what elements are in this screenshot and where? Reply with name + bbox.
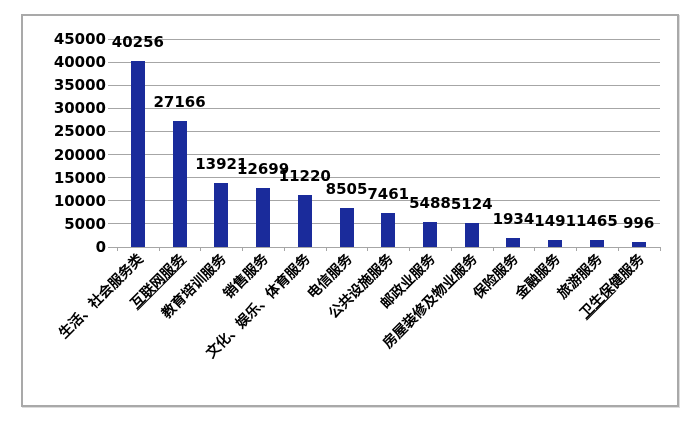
x-axis-tick xyxy=(158,247,160,251)
value-label: 27166 xyxy=(153,93,206,112)
bar xyxy=(548,240,563,247)
value-label: 5124 xyxy=(450,195,493,214)
value-label: 11220 xyxy=(278,167,331,186)
x-axis-tick xyxy=(576,247,578,251)
y-axis-label: 25000 xyxy=(53,122,106,141)
bar xyxy=(631,242,646,247)
x-axis-tick xyxy=(450,247,452,251)
value-label: 7461 xyxy=(367,184,410,203)
gridline xyxy=(117,154,660,156)
value-label: 996 xyxy=(622,214,655,233)
bar xyxy=(464,223,479,247)
x-axis-tick xyxy=(117,247,118,251)
category-label: 保险服务 xyxy=(471,251,523,303)
bar xyxy=(297,195,312,247)
y-axis-label: 15000 xyxy=(53,168,106,187)
gridline xyxy=(117,177,660,179)
x-axis-tick xyxy=(367,247,369,251)
y-axis-label: 45000 xyxy=(53,30,106,48)
y-axis-tick xyxy=(108,107,117,109)
value-label: 5488 xyxy=(409,193,451,212)
y-axis-label: 40000 xyxy=(53,53,106,72)
x-axis-tick xyxy=(617,247,619,251)
y-axis-tick xyxy=(108,38,117,40)
y-axis-tick xyxy=(108,84,117,86)
y-axis-tick xyxy=(108,200,117,202)
bar xyxy=(339,207,354,247)
y-axis-label: 10000 xyxy=(53,191,106,210)
x-axis-tick xyxy=(492,247,494,251)
y-axis-label: 5000 xyxy=(64,214,106,233)
y-axis-tick xyxy=(108,61,117,63)
gridline xyxy=(117,246,660,248)
value-label: 1934 xyxy=(492,210,535,229)
x-axis-tick xyxy=(242,247,244,251)
bar xyxy=(130,60,145,247)
gridline xyxy=(117,84,660,86)
y-axis-label: 30000 xyxy=(53,99,106,118)
bar xyxy=(172,121,187,247)
y-axis-tick xyxy=(108,246,117,248)
x-axis-tick xyxy=(283,247,285,251)
y-axis-tick xyxy=(108,177,117,179)
gridline xyxy=(117,200,660,202)
bar xyxy=(589,240,604,247)
x-axis-tick xyxy=(200,247,202,251)
bar xyxy=(256,188,271,247)
x-axis-tick xyxy=(659,247,661,251)
y-axis-label: 0 xyxy=(95,238,106,256)
gridline xyxy=(117,61,660,63)
y-axis-tick xyxy=(108,154,117,156)
bar xyxy=(381,212,396,247)
value-label: 1491 xyxy=(534,212,577,231)
value-label: 12699 xyxy=(236,160,290,179)
value-label: 8505 xyxy=(325,179,368,198)
y-axis-tick xyxy=(108,130,117,132)
value-label: 1465 xyxy=(576,212,618,231)
value-label: 40256 xyxy=(111,32,164,51)
category-label: 金融服务 xyxy=(512,251,564,303)
y-axis-label: 35000 xyxy=(53,76,106,95)
category-label-underlined-part: 卫生保 xyxy=(576,280,618,323)
x-axis-tick xyxy=(534,247,536,251)
value-label: 13921 xyxy=(195,154,248,173)
bar xyxy=(422,221,437,247)
bar xyxy=(506,238,521,247)
x-axis-tick xyxy=(325,247,327,251)
y-axis-label: 20000 xyxy=(53,145,106,164)
y-axis-tick xyxy=(108,223,117,225)
gridline xyxy=(117,107,660,109)
gridline xyxy=(117,130,660,132)
x-axis-tick xyxy=(409,247,411,251)
gridline xyxy=(117,38,660,40)
bar xyxy=(214,182,229,247)
